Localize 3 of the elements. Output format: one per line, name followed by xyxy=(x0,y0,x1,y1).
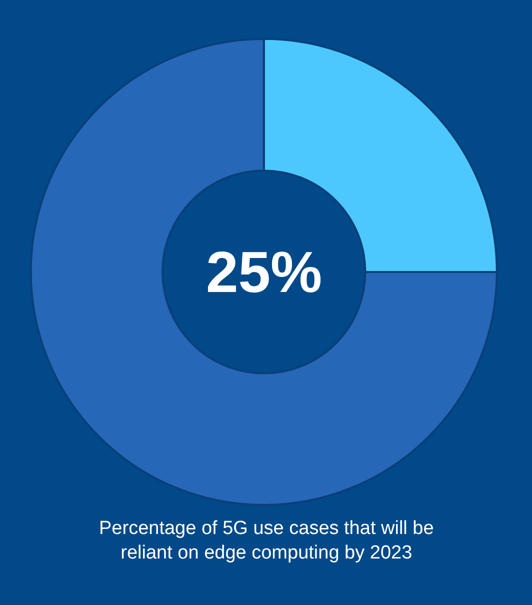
donut-slice xyxy=(30,38,498,506)
text: 25% xyxy=(206,240,322,305)
text: Percentage of 5G use cases that will be reliant on edge computing by 2023 xyxy=(99,518,434,564)
